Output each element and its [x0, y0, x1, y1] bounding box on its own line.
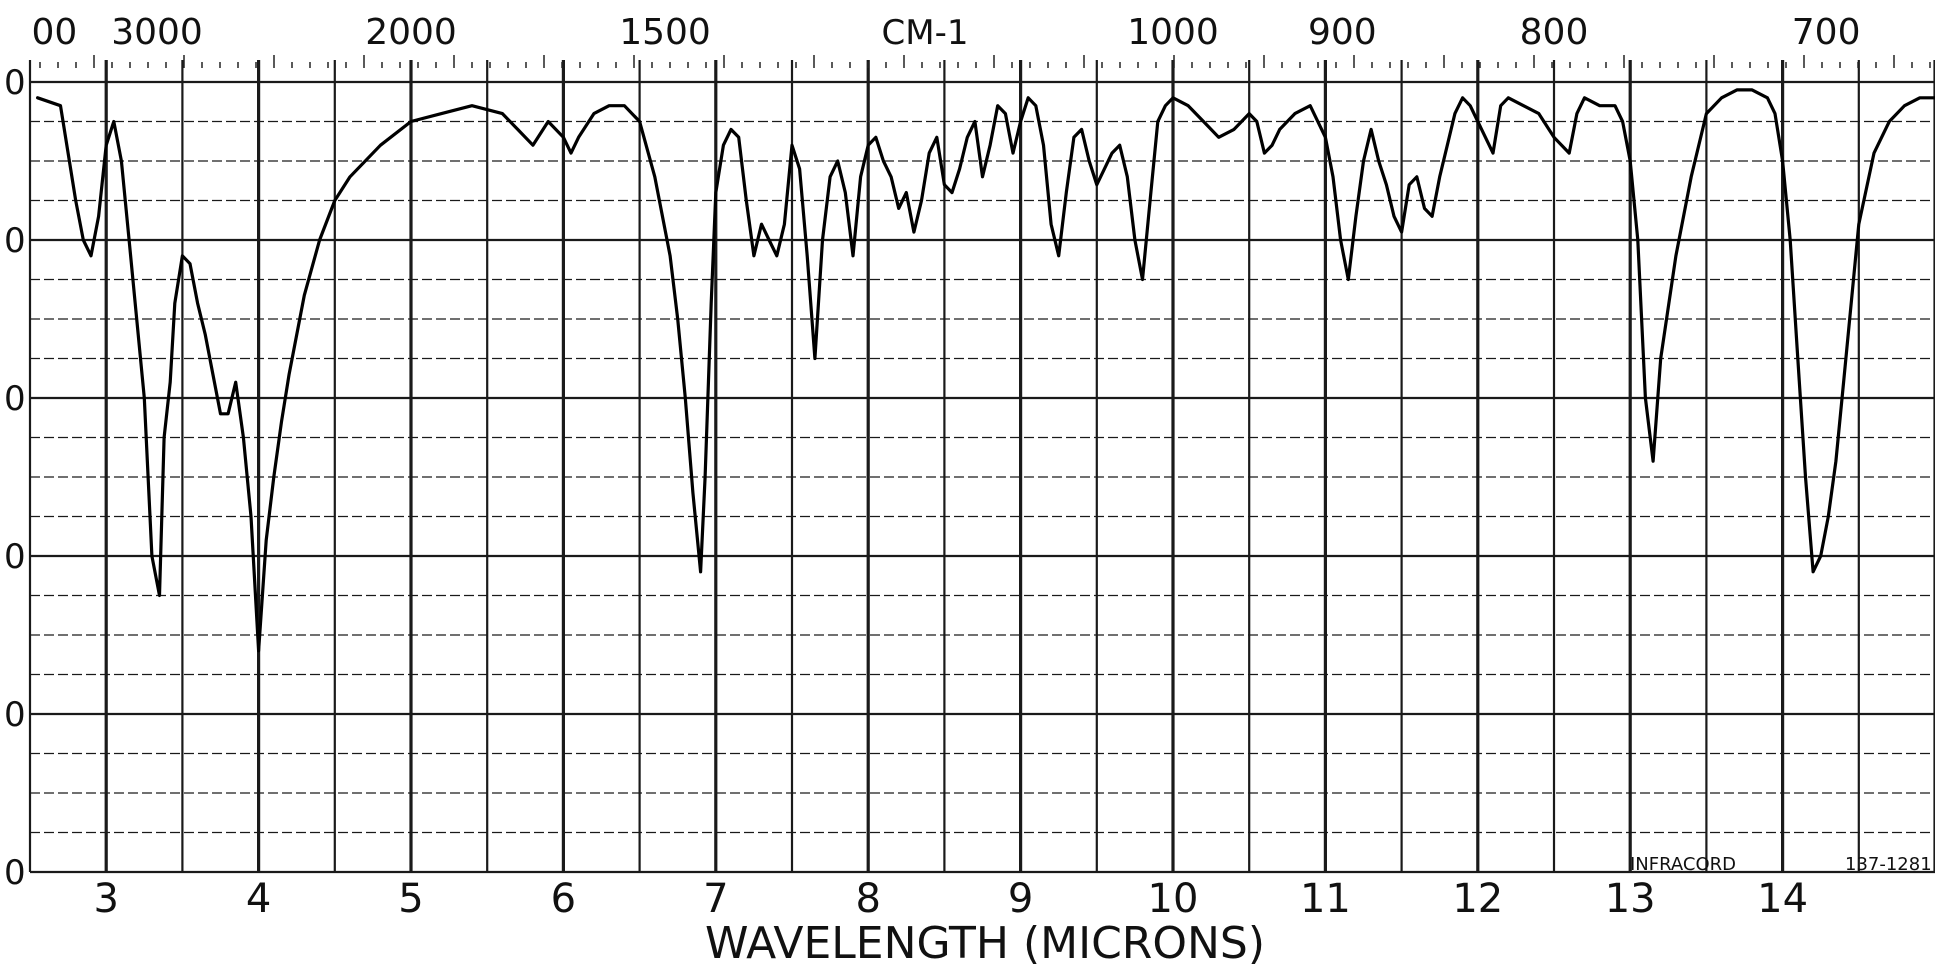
top-tick-label: 00	[32, 12, 78, 53]
x-tick-label: 3	[93, 876, 118, 922]
x-tick-label: 8	[855, 876, 880, 922]
x-tick-label: 4	[246, 876, 271, 922]
x-tick-label: 7	[703, 876, 728, 922]
top-tick-label: 800	[1520, 12, 1589, 53]
y-tick-label: 0	[4, 695, 26, 735]
y-tick-label: 0	[4, 63, 26, 103]
top-wavenumber-ticks	[39, 55, 1931, 68]
x-tick-label: 10	[1148, 876, 1199, 922]
y-tick-label: 0	[4, 221, 26, 261]
y-axis-tick-labels: 0 0 0 0 0 0	[4, 63, 26, 893]
top-tick-label: 700	[1792, 12, 1861, 53]
x-tick-label: 11	[1300, 876, 1351, 922]
top-tick-label: 3000	[111, 12, 203, 53]
top-tick-label: 1000	[1127, 12, 1219, 53]
chart-id-label: 137-1281	[1845, 854, 1932, 875]
x-tick-label: 13	[1605, 876, 1656, 922]
top-axis-label: CM-1	[882, 13, 969, 53]
top-wavenumber-labels: 00 3000 2000 1500 1000 900 800 700	[32, 12, 1861, 53]
vertical-gridlines	[28, 60, 1935, 872]
x-axis-label: WAVELENGTH (MICRONS)	[705, 918, 1265, 966]
top-tick-label: 2000	[365, 12, 457, 53]
x-tick-label: 12	[1452, 876, 1503, 922]
top-tick-label: 1500	[619, 12, 711, 53]
x-tick-label: 9	[1008, 876, 1033, 922]
spectrum-line	[36, 88, 1935, 653]
y-tick-label: 0	[4, 853, 26, 893]
y-tick-label: 0	[4, 379, 26, 419]
horizontal-gridlines	[30, 80, 1935, 874]
instrument-label: INFRACORD	[1630, 854, 1736, 875]
x-tick-label: 5	[398, 876, 423, 922]
x-tick-label: 14	[1757, 876, 1808, 922]
x-tick-label: 6	[551, 876, 576, 922]
y-tick-label: 0	[4, 537, 26, 577]
x-axis-tick-labels: 3 4 5 6 7 8 9 10 11 12 13 14	[93, 876, 1808, 922]
top-tick-label: 900	[1308, 12, 1377, 53]
